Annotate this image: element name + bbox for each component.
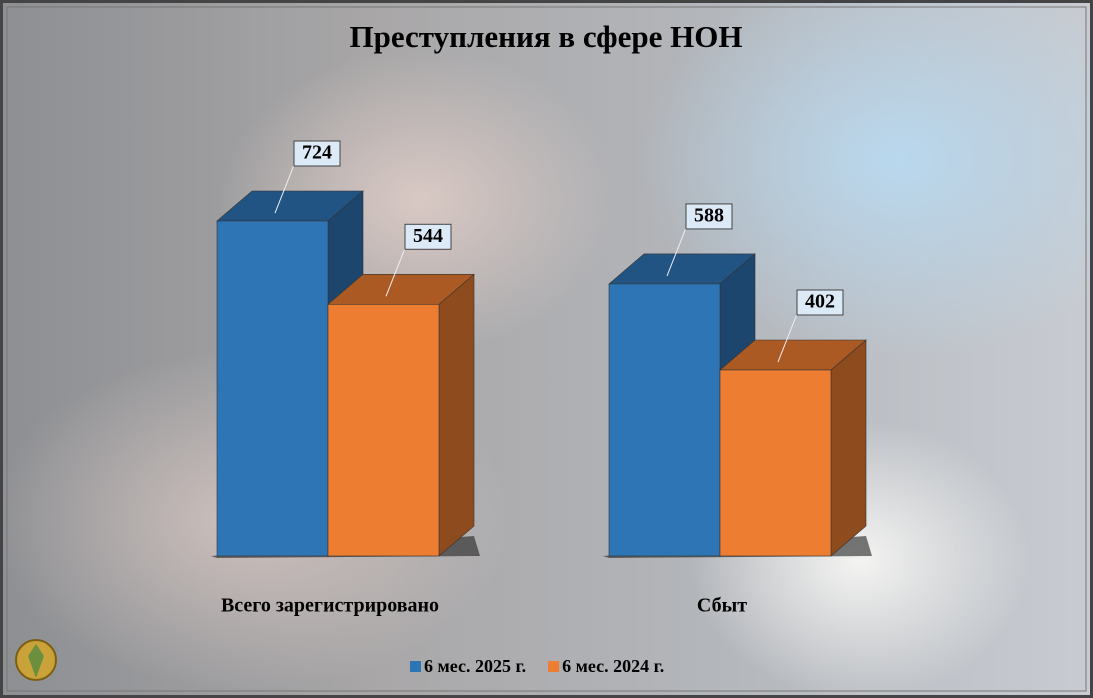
bar-front bbox=[608, 283, 721, 557]
bar-front bbox=[327, 303, 440, 557]
legend-label: 6 мес. 2025 г. bbox=[424, 656, 526, 676]
leader-line bbox=[666, 227, 687, 277]
x-tick-label: Сбыт bbox=[697, 595, 747, 617]
bar-front bbox=[719, 369, 832, 557]
bar-side bbox=[830, 339, 867, 557]
data-label-box bbox=[685, 203, 733, 230]
data-label: 724 bbox=[302, 142, 332, 164]
legend-label: 6 мес. 2024 г. bbox=[562, 656, 664, 676]
bar-side bbox=[438, 273, 475, 557]
bar bbox=[719, 339, 867, 557]
bar bbox=[327, 273, 475, 557]
leader-line bbox=[385, 248, 406, 297]
data-label: 402 bbox=[805, 291, 835, 313]
data-label: 544 bbox=[413, 225, 443, 247]
data-label-box bbox=[404, 223, 452, 250]
chart-title: Преступления в сфере НОН bbox=[350, 19, 743, 54]
legend-swatch bbox=[548, 661, 560, 672]
emblem bbox=[15, 639, 57, 681]
data-label-box bbox=[796, 289, 844, 316]
data-label: 588 bbox=[694, 205, 724, 227]
legend-swatch bbox=[410, 661, 421, 672]
frame bbox=[6, 6, 1087, 692]
bar-front bbox=[216, 220, 329, 557]
leader-line bbox=[274, 164, 295, 214]
x-tick-label: Всего зарегистрировано bbox=[221, 595, 439, 617]
leader-line bbox=[777, 313, 798, 363]
data-label-box bbox=[293, 140, 341, 167]
